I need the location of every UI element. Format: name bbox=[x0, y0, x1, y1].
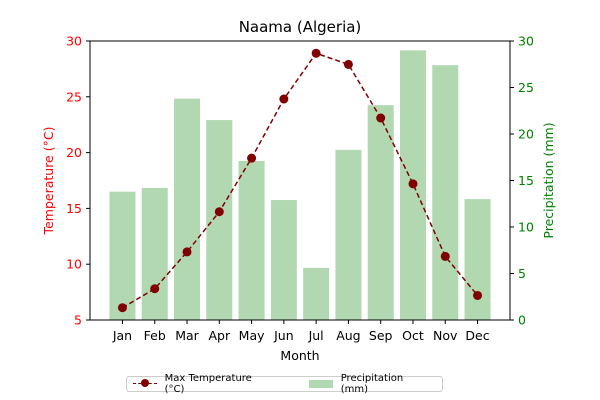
x-tick-label: Nov bbox=[433, 328, 458, 343]
x-axis: Jan Feb Mar Apr May Jun Jul Aug Sep Oct Nov Dec bbox=[112, 320, 490, 343]
legend-label-temperature: Max Temperature (°C) bbox=[164, 373, 252, 395]
x-tick-label: Feb bbox=[144, 328, 166, 343]
right-tick-label: 10 bbox=[518, 220, 534, 235]
precipitation-bar bbox=[303, 267, 330, 320]
temperature-point bbox=[473, 290, 483, 300]
precipitation-legend-swatch bbox=[309, 380, 333, 388]
right-tick-label: 25 bbox=[518, 80, 534, 95]
x-tick-label: Apr bbox=[208, 328, 230, 343]
temperature-point bbox=[182, 247, 192, 257]
temperature-point bbox=[247, 153, 257, 163]
right-tick-label: 30 bbox=[518, 34, 534, 49]
left-axis-label: Temperature (°C) bbox=[41, 127, 56, 236]
precipitation-bar bbox=[141, 187, 168, 320]
x-axis-label: Month bbox=[280, 348, 319, 363]
temperature-legend-swatch bbox=[133, 379, 157, 389]
temperature-series-line bbox=[122, 52, 479, 309]
right-tick-label: 15 bbox=[518, 173, 534, 188]
x-tick-label: Aug bbox=[336, 328, 360, 343]
left-tick-label: 10 bbox=[66, 257, 82, 272]
left-axis: 5 10 15 20 25 30 bbox=[66, 34, 90, 328]
x-tick-label: Jun bbox=[273, 328, 294, 343]
left-tick-label: 15 bbox=[66, 201, 82, 216]
precipitation-bar bbox=[206, 120, 233, 320]
precipitation-bar bbox=[174, 98, 201, 320]
legend-item-precipitation: Precipitation (mm) bbox=[289, 373, 432, 395]
x-tick-label: Jan bbox=[112, 328, 132, 343]
temperature-point bbox=[408, 179, 418, 189]
legend: Max Temperature (°C) Precipitation (mm) bbox=[126, 373, 443, 395]
temperature-point bbox=[376, 113, 386, 123]
temperature-point bbox=[279, 94, 289, 104]
left-tick-label: 30 bbox=[66, 34, 82, 49]
legend-item-temperature: Max Temperature (°C) bbox=[133, 373, 273, 395]
temperature-line bbox=[117, 48, 483, 313]
right-tick-label: 5 bbox=[518, 266, 526, 281]
x-tick-label: Jul bbox=[308, 328, 324, 343]
left-tick-label: 5 bbox=[74, 313, 82, 328]
precipitation-bar bbox=[432, 65, 459, 321]
right-axis: 0 5 10 15 20 25 30 bbox=[510, 34, 534, 328]
legend-label-precipitation: Precipitation (mm) bbox=[340, 373, 404, 395]
right-tick-label: 20 bbox=[518, 127, 534, 142]
precipitation-bar bbox=[464, 199, 491, 320]
precipitation-bar bbox=[238, 160, 265, 320]
temperature-point bbox=[343, 59, 353, 69]
temperature-point bbox=[214, 207, 224, 217]
temperature-point bbox=[150, 284, 160, 294]
temperature-point bbox=[440, 251, 450, 261]
precipitation-bar bbox=[367, 105, 394, 320]
right-tick-label: 0 bbox=[518, 313, 526, 328]
right-axis-label: Precipitation (mm) bbox=[541, 122, 556, 238]
left-tick-label: 25 bbox=[66, 89, 82, 104]
precipitation-bar bbox=[109, 191, 136, 320]
temperature-point bbox=[117, 303, 127, 313]
precipitation-bar bbox=[335, 149, 362, 320]
precipitation-bar bbox=[270, 200, 297, 320]
x-tick-label: May bbox=[239, 328, 265, 343]
temperature-point bbox=[311, 48, 321, 58]
x-tick-label: Mar bbox=[175, 328, 199, 343]
chart-title: Naama (Algeria) bbox=[239, 18, 362, 36]
x-tick-label: Dec bbox=[465, 328, 489, 343]
x-tick-label: Sep bbox=[369, 328, 393, 343]
x-tick-label: Oct bbox=[402, 328, 424, 343]
precipitation-bars bbox=[109, 50, 491, 321]
left-tick-label: 20 bbox=[66, 145, 82, 160]
